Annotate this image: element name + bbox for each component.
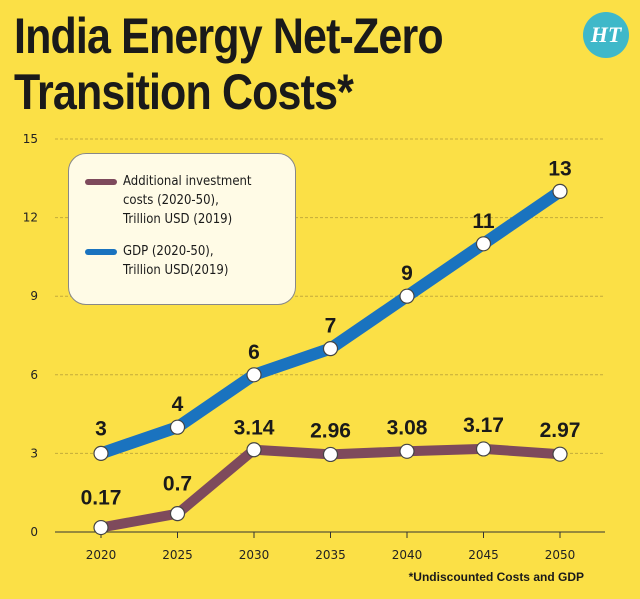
gdp-data-label: 9 — [401, 262, 413, 285]
gdp-data-label: 7 — [325, 315, 337, 338]
investment-data-label: 3.17 — [463, 414, 504, 437]
y-tick-label: 0 — [30, 525, 38, 539]
title-line-1: India Energy Net-Zero — [14, 8, 444, 64]
legend-item-gdp: GDP (2020-50), Trillion USD(2019) — [85, 242, 303, 280]
y-tick-label: 9 — [30, 289, 38, 303]
x-tick-label: 2045 — [468, 548, 499, 562]
investment-data-label: 2.97 — [540, 419, 581, 442]
investment-data-point — [475, 441, 492, 457]
investment-data-point — [322, 446, 339, 463]
footnote: *Undiscounted Costs and GDP — [408, 570, 584, 584]
legend-swatch-investment — [85, 179, 117, 185]
gdp-data-point — [399, 288, 415, 304]
gdp-data-point — [552, 183, 568, 199]
chart-legend: Additional investment costs (2020-50), T… — [68, 153, 296, 305]
gdp-data-point — [246, 367, 262, 383]
investment-data-point — [552, 446, 568, 462]
y-tick-label: 3 — [30, 446, 38, 460]
investment-data-point — [169, 506, 186, 522]
y-tick-label: 6 — [30, 368, 38, 382]
y-tick-label: 15 — [23, 132, 38, 146]
gdp-data-label: 11 — [472, 210, 495, 233]
gdp-data-label: 6 — [248, 341, 260, 364]
investment-data-label: 3.14 — [234, 417, 275, 440]
investment-data-label: 2.96 — [310, 419, 351, 442]
legend-item-investment: Additional investment costs (2020-50), T… — [85, 172, 303, 229]
investment-data-point — [246, 442, 262, 458]
ht-logo: HT — [583, 12, 629, 58]
investment-data-label: 3.08 — [387, 416, 428, 439]
gdp-data-point — [93, 445, 109, 461]
legend-swatch-gdp — [85, 249, 117, 255]
legend-label-investment: Additional investment costs (2020-50), T… — [123, 174, 252, 227]
x-tick-label: 2020 — [86, 548, 117, 562]
investment-data-point — [399, 443, 415, 459]
title-line-2: Transition Costs* — [14, 64, 354, 120]
x-tick-label: 2030 — [239, 548, 270, 562]
investment-data-label: 0.7 — [163, 473, 192, 496]
gdp-data-point — [169, 419, 186, 435]
gdp-data-point — [322, 341, 339, 357]
y-tick-label: 12 — [23, 211, 38, 225]
investment-data-point — [93, 519, 109, 536]
gdp-data-label: 4 — [172, 393, 184, 416]
gdp-data-label: 3 — [95, 417, 107, 440]
legend-label-gdp: GDP (2020-50), Trillion USD(2019) — [123, 244, 229, 278]
investment-data-label: 0.17 — [81, 487, 122, 510]
gdp-data-point — [475, 236, 492, 252]
x-tick-label: 2050 — [545, 548, 576, 562]
x-tick-label: 2025 — [162, 548, 193, 562]
gdp-data-label: 13 — [548, 157, 571, 180]
chart-title: India Energy Net-Zero Transition Costs* — [14, 8, 496, 120]
x-tick-label: 2035 — [315, 548, 346, 562]
x-tick-label: 2040 — [392, 548, 423, 562]
